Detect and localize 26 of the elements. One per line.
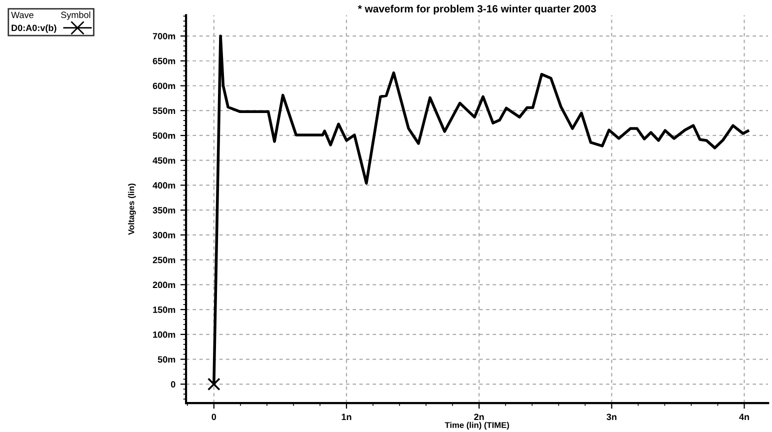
chart-title: * waveform for problem 3-16 winter quarter 2003	[358, 4, 596, 15]
legend-label: D0:A0:v(b)	[12, 24, 56, 33]
legend-title: Wave	[11, 12, 34, 18]
x-tick-label: 4n	[739, 414, 749, 420]
y-tick-label: 450m	[152, 157, 176, 164]
y-tick-label: 700m	[152, 32, 176, 40]
y-tick-label: 300m	[152, 232, 176, 238]
y-tick-label: 100m	[153, 331, 176, 338]
y-axis-title: Voltages (lin)	[128, 184, 136, 235]
y-tick-label: 350m	[152, 207, 176, 214]
y-tick-label: 250m	[152, 256, 176, 264]
x-axis-title: Time (lin) (TIME)	[444, 422, 510, 430]
y-tick-label: 200m	[152, 282, 176, 288]
y-tick-label: 500m	[152, 132, 176, 139]
x-tick-label: 1n	[342, 414, 352, 420]
y-tick-label: 650m	[152, 58, 176, 64]
y-tick-label: 50m	[158, 356, 176, 363]
y-tick-label: 400m	[152, 182, 176, 189]
y-tick-label: 600m	[152, 82, 176, 90]
text: Symbol	[61, 11, 90, 20]
x-tick-label: 3n	[606, 414, 616, 420]
y-tick-label: 550m	[152, 108, 176, 114]
y-tick-label: 0	[170, 381, 176, 388]
x-tick-label: 2n	[474, 414, 484, 420]
y-tick-label: 150m	[153, 306, 176, 313]
x-tick-label: 0	[212, 414, 216, 420]
